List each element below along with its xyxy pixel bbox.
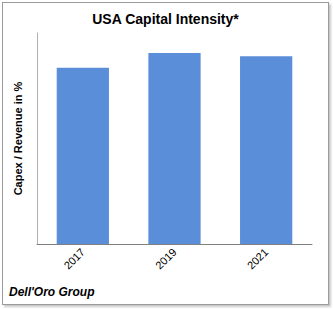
- svg-text:2017: 2017: [61, 246, 87, 272]
- svg-text:Capex / Revenue in %: Capex / Revenue in %: [12, 81, 24, 195]
- svg-text:2021: 2021: [245, 246, 271, 272]
- svg-text:2019: 2019: [153, 246, 179, 272]
- svg-text:USA Capital Intensity*: USA Capital Intensity*: [92, 11, 239, 27]
- svg-text:Dell'Oro Group: Dell'Oro Group: [9, 285, 95, 299]
